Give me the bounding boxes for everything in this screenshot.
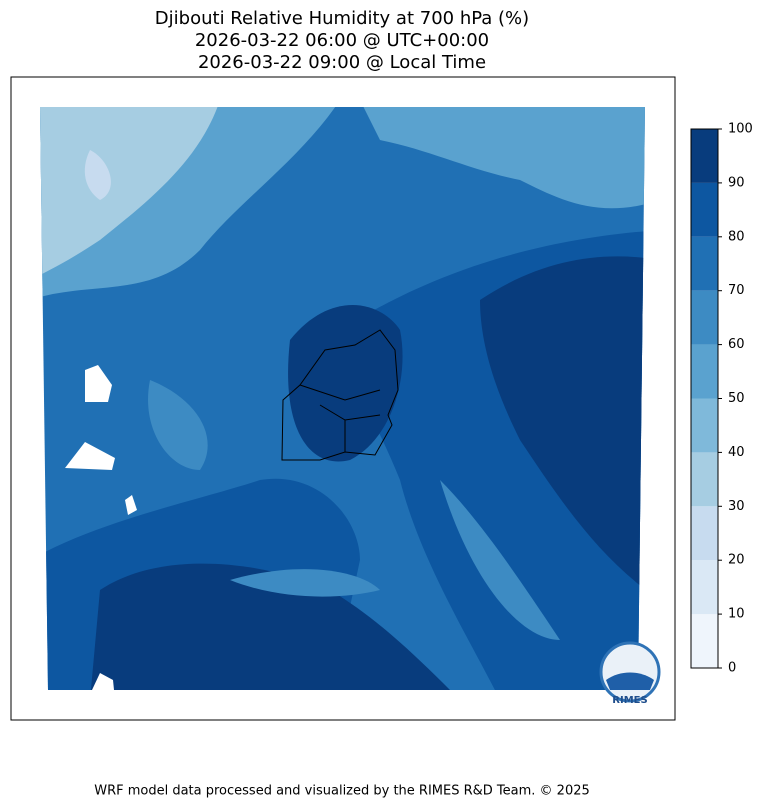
colorbar-band [691,290,718,345]
colorbar-tick-label: 80 [728,229,745,244]
colorbar-tick-label: 100 [728,122,753,137]
footer: WRF model data processed and visualized … [94,784,590,799]
colorbar-tick-label: 40 [728,445,745,460]
colorbar-band [691,506,718,561]
colorbar-tick-label: 0 [728,661,736,676]
title-line: 2026-03-22 09:00 @ Local Time [198,52,486,73]
colorbar-tick-label: 30 [728,499,745,514]
colorbar-band [691,182,718,237]
logo: RIMES [599,641,661,706]
title-line: Djibouti Relative Humidity at 700 hPa (%… [155,8,529,29]
colorbar-band [691,398,718,453]
logo-text: RIMES [612,695,647,706]
colorbar-band [691,614,718,668]
colorbar-band [691,344,718,399]
colorbar-tick-label: 70 [728,283,745,298]
humidity-field [40,107,645,690]
colorbar-tick-label: 60 [728,337,745,352]
colorbar: 0 10 20 30 40 50 60 70 80 90 100 [690,122,753,676]
country-border [281,329,399,461]
title-line: 2026-03-22 06:00 @ UTC+00:00 [195,30,489,51]
colorbar-band [691,129,718,183]
colorbar-band [691,452,718,507]
colorbar-tick-label: 90 [728,175,745,190]
colorbar-tick-label: 50 [728,391,745,406]
colorbar-band [691,236,718,291]
colorbar-band [691,560,718,615]
colorbar-tick-label: 20 [728,553,745,568]
colorbar-tick-label: 10 [728,607,745,622]
